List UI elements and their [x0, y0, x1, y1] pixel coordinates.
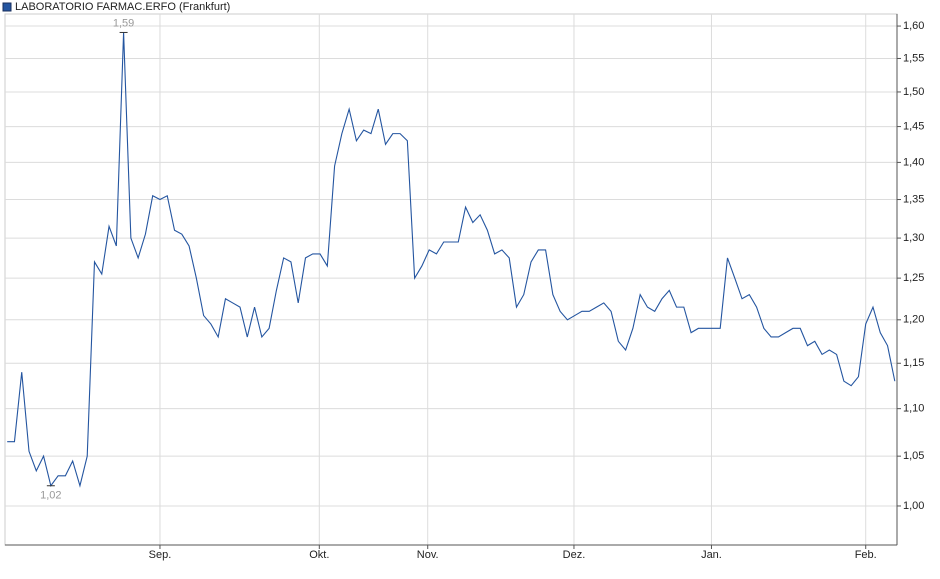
y-tick-label: 1,55 [903, 52, 924, 64]
price-line [7, 32, 896, 488]
plot-area [4, 13, 898, 546]
x-tick-label: Dez. [563, 549, 586, 561]
y-tick-label: 1,10 [903, 403, 924, 415]
x-tick-label: Feb. [855, 549, 877, 561]
extreme-label: 1,02 [40, 490, 61, 502]
legend-label: LABORATORIO FARMAC.ERFO (Frankfurt) [15, 1, 230, 13]
y-tick-label: 1,25 [903, 272, 924, 284]
x-tick-label: Sep. [149, 549, 172, 561]
x-tick-label: Okt. [309, 549, 329, 561]
y-tick-label: 1,40 [903, 156, 924, 168]
extreme-label: 1,59 [113, 17, 134, 29]
y-tick-label: 1,15 [903, 357, 924, 369]
legend-swatch [2, 2, 12, 12]
y-tick-label: 1,45 [903, 120, 924, 132]
y-tick-label: 1,50 [903, 86, 924, 98]
x-tick-label: Jan. [701, 549, 722, 561]
y-tick-label: 1,00 [903, 500, 924, 512]
x-tick-label: Nov. [417, 549, 439, 561]
y-tick-label: 1,60 [903, 20, 924, 32]
y-tick-label: 1,30 [903, 232, 924, 244]
y-tick-label: 1,20 [903, 314, 924, 326]
y-tick-label: 1,05 [903, 450, 924, 462]
y-tick-label: 1,35 [903, 193, 924, 205]
